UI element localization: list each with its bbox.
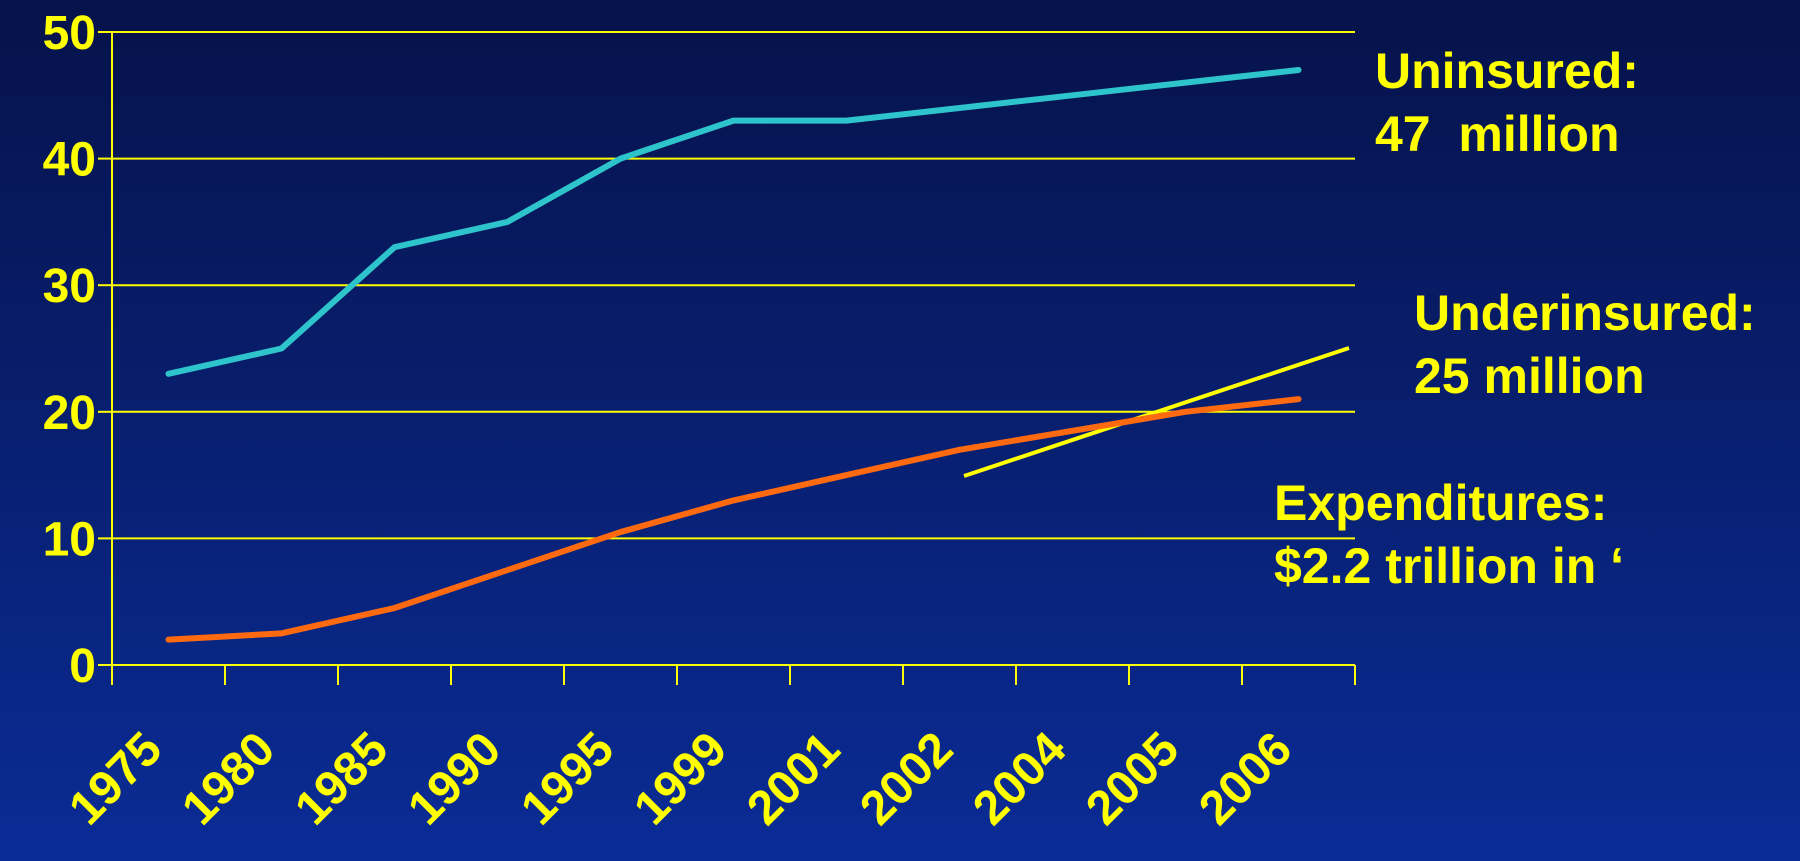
y-tick-label: 30: [43, 260, 96, 313]
annotation: 47 million: [1375, 106, 1620, 162]
annotation: Underinsured:: [1414, 285, 1756, 341]
annotation: Uninsured:: [1375, 43, 1639, 99]
annotation: Expenditures:: [1274, 475, 1607, 531]
series-line: [165, 396, 1302, 643]
marks: [165, 66, 1302, 643]
annotation: $2.2 trillion in ‘: [1274, 538, 1624, 594]
annotation: 25 million: [1414, 348, 1645, 404]
trend-line: [963, 346, 1350, 478]
y-tick-label: 20: [43, 387, 96, 440]
y-tick-label: 40: [43, 134, 96, 187]
series-line: [165, 66, 1302, 377]
y-tick-label: 50: [43, 7, 96, 60]
y-tick-label: 0: [69, 640, 96, 693]
y-tick-label: 10: [43, 513, 96, 566]
